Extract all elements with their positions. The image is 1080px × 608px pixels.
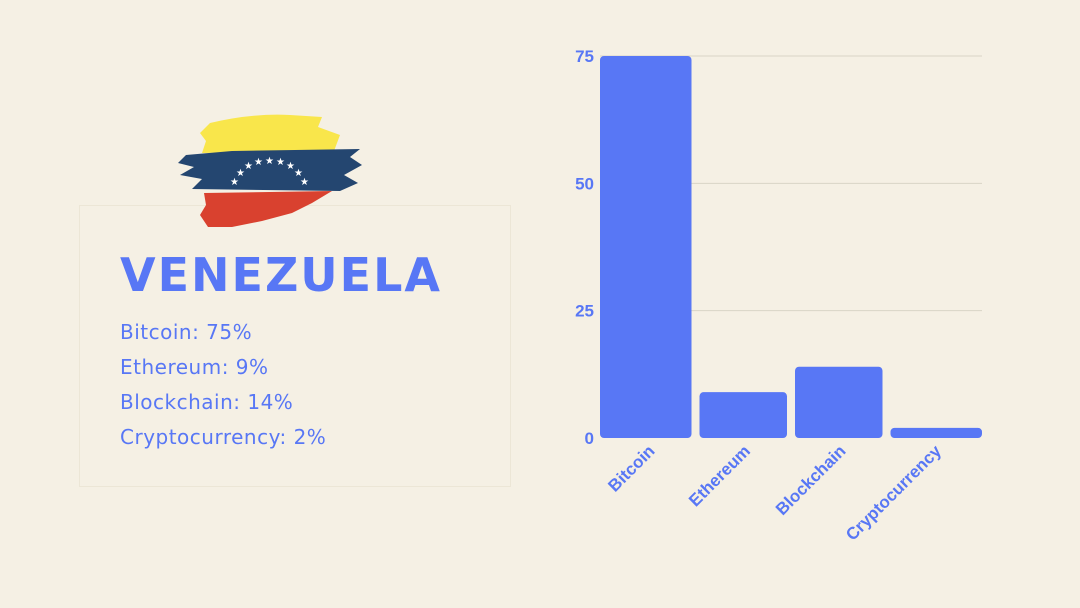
svg-text:★: ★ (294, 168, 303, 179)
x-tick-label: Blockchain (772, 441, 850, 519)
y-tick-label: 75 (575, 47, 594, 66)
x-tick-label: Cryptocurrency (842, 441, 945, 544)
bar-ethereum (699, 392, 787, 438)
venezuela-flag-icon: ★ ★ ★ ★ ★ ★ ★ ★ ★ (178, 114, 362, 227)
bar-bitcoin (600, 56, 692, 438)
stat-cryptocurrency: Cryptocurrency: 2% (120, 425, 327, 449)
stat-ethereum: Ethereum: 9% (120, 355, 269, 379)
svg-text:★: ★ (300, 177, 309, 188)
flag-stars: ★ ★ ★ ★ ★ ★ ★ ★ ★ (230, 156, 309, 188)
y-tick-label: 25 (575, 302, 594, 321)
svg-text:★: ★ (286, 161, 295, 172)
svg-text:★: ★ (236, 168, 245, 179)
country-title: VENEZUELA (120, 248, 442, 302)
stat-blockchain: Blockchain: 14% (120, 390, 294, 414)
svg-text:★: ★ (254, 157, 263, 168)
y-tick-label: 50 (575, 174, 594, 193)
stat-bitcoin: Bitcoin: 75% (120, 320, 253, 344)
svg-text:★: ★ (276, 157, 285, 168)
x-tick-label: Bitcoin (604, 441, 658, 495)
stats-list: Bitcoin: 75% Ethereum: 9% Blockchain: 14… (120, 318, 326, 458)
svg-text:★: ★ (244, 161, 253, 172)
x-tick-label: Ethereum (685, 441, 754, 510)
bar-cryptocurrency (890, 427, 982, 438)
svg-text:★: ★ (230, 177, 239, 188)
y-tick-label: 0 (585, 429, 594, 448)
svg-text:★: ★ (265, 156, 274, 167)
bar-blockchain (795, 366, 883, 438)
